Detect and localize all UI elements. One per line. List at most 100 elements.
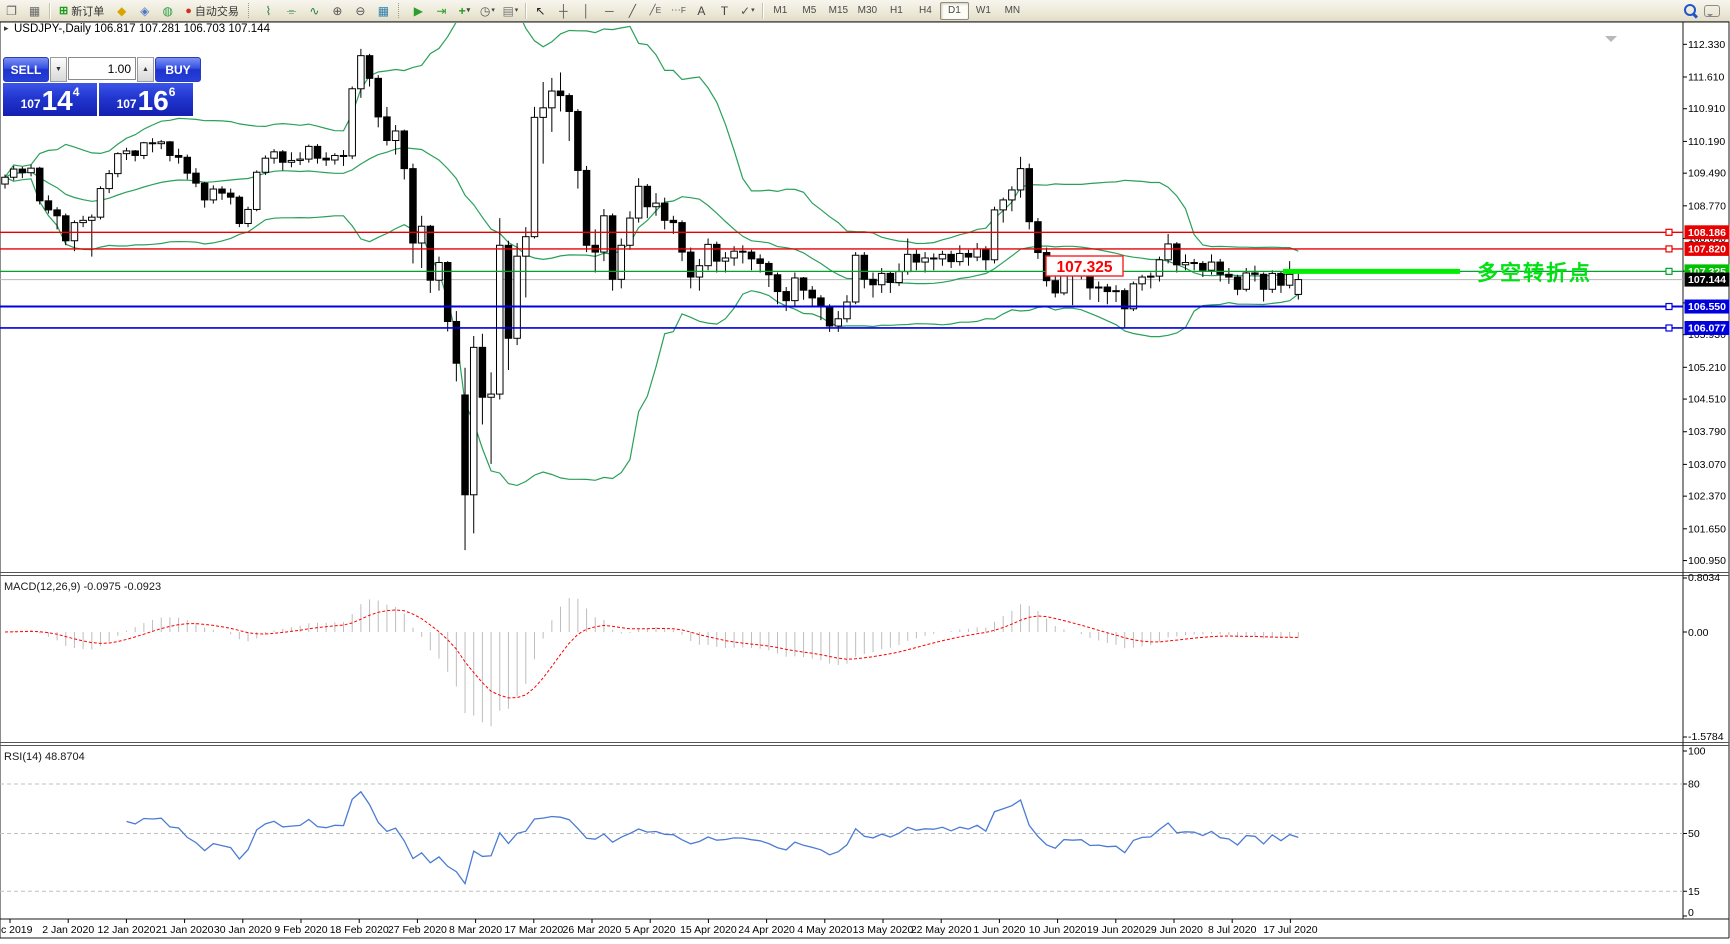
equidistant-channel-icon[interactable]: ╱ E — [649, 4, 662, 16]
y-axis-tick-label: 103.790 — [1688, 426, 1726, 438]
channel-label: E — [655, 5, 662, 16]
x-axis-date-label: 10 Jun 2020 — [1029, 924, 1087, 936]
line-handle[interactable] — [1665, 245, 1673, 253]
y-axis-tick-label: 101.650 — [1688, 523, 1726, 535]
add-indicator-icon[interactable]: + ▾ — [458, 3, 471, 18]
fibonacci-icon[interactable]: ⋯ F — [670, 4, 686, 16]
bollinger-bands — [4, 23, 1299, 487]
x-axis-date-label: 2 Jan 2020 — [42, 924, 94, 936]
timeframe-button-h4[interactable]: H4 — [918, 5, 932, 16]
chat-icon[interactable] — [1704, 4, 1720, 17]
horizontal-line-icon[interactable]: ─ — [605, 3, 614, 18]
bar-chart-icon[interactable]: ⌇ — [265, 3, 272, 18]
tile-windows-icon[interactable]: ▦ — [377, 3, 390, 18]
y-axis-tick-label: 105.210 — [1688, 362, 1726, 374]
pivot-annotation-text[interactable]: 多空转折点 — [1477, 261, 1592, 285]
vertical-line-icon[interactable]: │ — [582, 3, 591, 18]
price-scale-label-text: 107.144 — [1688, 274, 1726, 286]
y-axis-tick-label: 110.910 — [1688, 103, 1725, 115]
toolbar-separator — [49, 2, 50, 19]
timeframe-button-m5[interactable]: M5 — [802, 5, 817, 16]
one-click-trading-panel: SELL ▼ ▲ BUY 107 14 4 107 16 6 — [3, 57, 201, 116]
price-scale-label — [1684, 320, 1730, 335]
zoom-in-icon[interactable]: ⊕ — [332, 3, 343, 18]
search-icon[interactable] — [1684, 3, 1699, 18]
data-window-icon[interactable]: ▦ — [28, 3, 41, 18]
sell-button[interactable]: SELL — [3, 57, 49, 82]
macd-signal-line — [4, 609, 1299, 699]
price-scale-label — [1684, 225, 1730, 240]
y-axis-tick-label: 102.370 — [1688, 491, 1726, 503]
zoom-out-icon[interactable]: ⊖ — [355, 3, 366, 18]
trendline-icon[interactable]: ╱ — [628, 3, 636, 18]
x-axis-date-label: Dec 2019 — [0, 924, 33, 936]
periods-icon[interactable]: ◷ ▾ — [479, 3, 495, 18]
price-scale-label — [1684, 241, 1730, 256]
line-handle[interactable] — [1665, 228, 1673, 236]
volume-input[interactable] — [68, 57, 136, 80]
auto-trading-label: 自动交易 — [194, 5, 239, 18]
signals-icon[interactable]: ◍ — [162, 3, 173, 18]
volume-increase-button[interactable]: ▲ — [137, 57, 154, 82]
timeframe-button-mn[interactable]: MN — [1004, 5, 1021, 16]
line-handle[interactable] — [1665, 267, 1673, 275]
toolbar-grip — [247, 3, 253, 18]
sell-price[interactable]: 107 14 4 — [3, 83, 97, 116]
text-icon[interactable]: A — [697, 3, 706, 18]
text-label-icon[interactable]: T — [720, 3, 729, 18]
community-icon[interactable]: ◈ — [140, 3, 150, 18]
line-handle[interactable] — [1665, 324, 1673, 332]
line-handle[interactable] — [1665, 302, 1673, 311]
timeframe-button-m30[interactable]: M30 — [857, 5, 878, 16]
chart-shift-icon[interactable]: ⇥ — [436, 3, 447, 18]
macd-axis-label: 0.00 — [1688, 627, 1709, 639]
x-axis-date-label: 5 Apr 2020 — [625, 924, 676, 936]
timeframe-button-d1[interactable]: D1 — [939, 1, 969, 20]
x-axis-date-label: 15 Apr 2020 — [680, 924, 737, 936]
rsi-axis-label: 0 — [1688, 907, 1694, 919]
crosshair-icon[interactable]: ┼ — [559, 3, 568, 18]
candlestick-chart-icon[interactable]: ⌯ — [286, 3, 297, 18]
arrows-icon[interactable]: ✓ ▾ — [740, 3, 755, 18]
title-marker-icon: ▸ — [4, 23, 9, 33]
price-flag-annotation[interactable]: 107.325 — [1045, 255, 1124, 277]
timeframe-button-h1[interactable]: H1 — [889, 5, 903, 16]
new-order-label: 新订单 — [71, 5, 105, 18]
candlesticks[interactable] — [1, 48, 1303, 551]
toolbar-separator — [524, 2, 526, 19]
x-axis-date-label: 22 May 2020 — [911, 924, 972, 936]
price-scale-label — [1684, 272, 1730, 287]
buy-button[interactable]: BUY — [155, 57, 201, 82]
news-icon[interactable]: ◆ — [117, 3, 127, 18]
rsi-axis-label: 100 — [1688, 746, 1706, 758]
price-scale-label-text: 108.186 — [1688, 227, 1726, 239]
cursor-icon[interactable]: ↖ — [535, 3, 546, 18]
line-chart-icon[interactable]: ∿ — [309, 3, 320, 18]
timeframe-button-m15[interactable]: M15 — [828, 5, 849, 16]
new-order-button[interactable]: ⊞ 新订单 — [53, 1, 110, 20]
buy-price[interactable]: 107 16 6 — [99, 83, 193, 116]
y-axis-tick-label: 104.510 — [1688, 394, 1726, 406]
x-axis-date-label: 13 May 2020 — [853, 924, 914, 936]
timeframe-button-w1[interactable]: W1 — [975, 5, 991, 16]
auto-scroll-icon[interactable]: ▶ — [413, 3, 423, 18]
x-axis-date-label: 8 Jul 2020 — [1208, 924, 1257, 936]
collapse-toolbar-arrow[interactable] — [1605, 36, 1617, 42]
templates-icon[interactable]: ▤ ▾ — [502, 3, 519, 18]
x-axis-date-label: 12 Jan 2020 — [97, 924, 155, 936]
chart-canvas[interactable]: 112.330 111.610 110.910 110.190 109.490 108.7… — [0, 21, 1730, 939]
auto-trading-button[interactable]: ● 自动交易 — [179, 1, 245, 20]
price-scale-label-text: 106.550 — [1688, 301, 1726, 313]
x-axis-date-label: 9 Feb 2020 — [274, 924, 327, 936]
new-order-icon: ⊞ — [59, 5, 69, 17]
volume-decrease-button[interactable]: ▼ — [50, 57, 67, 82]
y-axis-tick-label: 100.950 — [1688, 555, 1726, 567]
window-icon[interactable]: ❐ — [6, 3, 17, 18]
chart-window[interactable]: 112.330 111.610 110.910 110.190 109.490 108.7… — [0, 21, 1730, 939]
rsi-axis-label: 80 — [1688, 779, 1700, 791]
x-axis-date-label: 18 Feb 2020 — [330, 924, 389, 936]
x-axis-date-label: 17 Jul 2020 — [1263, 924, 1317, 936]
price-flag-text: 107.325 — [1056, 259, 1112, 276]
x-axis-date-label: 17 Mar 2020 — [504, 924, 563, 936]
timeframe-button-m1[interactable]: M1 — [773, 5, 788, 16]
